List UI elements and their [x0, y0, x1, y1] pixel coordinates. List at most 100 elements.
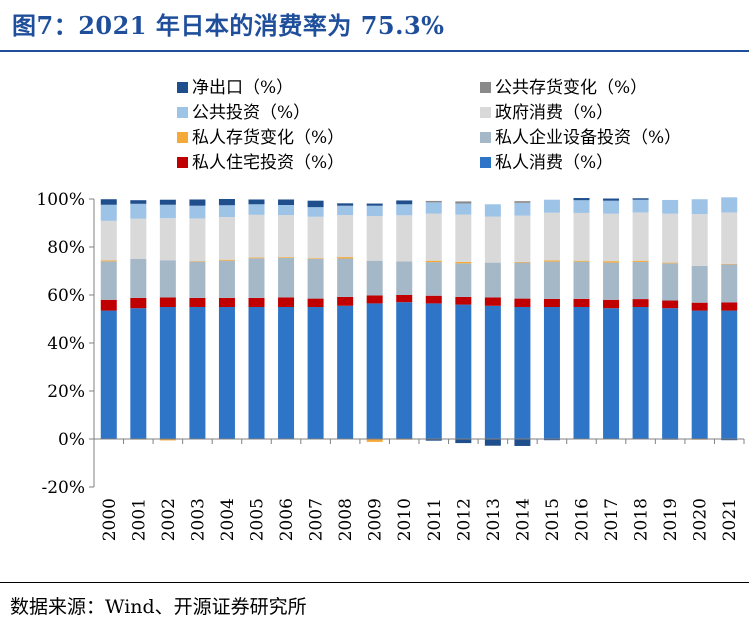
- bar-2014-series-5: [514, 202, 531, 216]
- legend-label-0: 净出口（%）: [192, 78, 293, 98]
- bar-2021-series-2: [721, 264, 738, 303]
- title-divider: [0, 50, 749, 52]
- bar-2016-series-0: [573, 307, 590, 439]
- bar-2013-series-2: [484, 262, 501, 298]
- bar-2005-series-1: [248, 297, 265, 307]
- bar-2021-series-7: [721, 439, 738, 441]
- bar-2018-series-7: [632, 198, 649, 200]
- source-note: 数据来源：Wind、开源证券研究所: [10, 596, 307, 618]
- bar-2017-series-4: [603, 213, 620, 262]
- bar-2012-series-0: [455, 304, 472, 439]
- bar-2005-series-7: [248, 199, 265, 205]
- bar-2004-series-7: [218, 199, 235, 206]
- bar-2008-series-3: [337, 257, 354, 259]
- bar-2014-series-2: [514, 262, 531, 299]
- bar-2020-series-2: [691, 265, 708, 303]
- bar-2012-series-2: [455, 263, 472, 297]
- chart-bars: [100, 197, 738, 446]
- bar-2012-series-1: [455, 296, 472, 305]
- bar-2006-series-1: [278, 297, 295, 307]
- x-tick-label-2015: 2015: [543, 498, 563, 541]
- figure-title: 图7：2021 年日本的消费率为 75.3%: [12, 11, 445, 40]
- bar-2009-series-2: [366, 260, 383, 296]
- bar-2006-series-0: [278, 307, 295, 439]
- bar-2003-series-0: [189, 307, 206, 439]
- x-tick-label-2018: 2018: [632, 498, 652, 541]
- bar-2007-series-5: [307, 207, 324, 217]
- x-tick-label-2020: 2020: [691, 498, 711, 541]
- x-tick-label-2019: 2019: [661, 498, 681, 541]
- bar-2008-series-5: [337, 205, 354, 216]
- bar-2007-series-0: [307, 307, 324, 439]
- bar-2011-series-0: [425, 303, 442, 439]
- bar-2006-series-4: [278, 215, 295, 258]
- legend-label-4: 私人存货变化（%）: [192, 128, 344, 148]
- bar-2000-series-2: [100, 261, 117, 300]
- x-tick-label-2006: 2006: [277, 498, 297, 541]
- x-tick-label-2012: 2012: [454, 498, 474, 541]
- bar-2003-series-7: [189, 199, 206, 206]
- bar-2000-series-4: [100, 220, 117, 261]
- bar-2001-series-4: [130, 218, 147, 259]
- bar-2016-series-3: [573, 260, 590, 262]
- x-tick-label-2007: 2007: [307, 498, 327, 541]
- bar-2011-series-2: [425, 262, 442, 296]
- legend-label-1: 公共存货变化（%）: [495, 78, 647, 98]
- bar-2007-series-3: [307, 258, 324, 259]
- bar-2017-series-0: [603, 308, 620, 439]
- bar-2017-series-5: [603, 200, 620, 214]
- x-tick-label-2013: 2013: [484, 498, 504, 541]
- bar-2014-series-7: [514, 439, 531, 446]
- legend-label-5: 私人企业设备投资（%）: [495, 128, 681, 148]
- bar-2007-series-7: [307, 200, 324, 208]
- bar-2019-series-5: [662, 199, 679, 214]
- bar-2009-series-7: [366, 203, 383, 206]
- legend-label-7: 私人消费（%）: [495, 153, 613, 173]
- y-tick-label-0: 100%: [36, 190, 85, 210]
- legend-swatch-7: [480, 157, 491, 168]
- x-tick-label-2011: 2011: [425, 498, 445, 541]
- bar-2011-series-1: [425, 295, 442, 304]
- legend-label-6: 私人住宅投资（%）: [192, 153, 344, 173]
- bar-2003-series-1: [189, 297, 206, 307]
- bar-2000-series-7: [100, 199, 117, 205]
- legend-swatch-4: [177, 132, 188, 143]
- bar-2003-series-4: [189, 218, 206, 262]
- bar-2009-series-1: [366, 295, 383, 304]
- y-tick-label-6: -20%: [41, 478, 85, 498]
- bar-2006-series-5: [278, 205, 295, 216]
- x-tick-label-2021: 2021: [720, 498, 740, 541]
- x-tick-label-2010: 2010: [395, 498, 415, 541]
- bar-2005-series-0: [248, 307, 265, 439]
- bar-2010-series-4: [396, 215, 413, 262]
- bar-2009-series-3: [366, 439, 383, 442]
- bar-2000-series-0: [100, 310, 117, 439]
- bar-2006-series-7: [278, 199, 295, 205]
- chart-axes: 100% 80% 60% 40% 20% 0% -20% 2000 2001 2002 2003 20…: [36, 190, 745, 541]
- bar-2020-series-5: [691, 199, 708, 215]
- x-tick-label-2003: 2003: [188, 498, 208, 541]
- bar-2020-series-0: [691, 310, 708, 439]
- bar-2008-series-7: [337, 203, 354, 206]
- bar-2008-series-2: [337, 258, 354, 297]
- footer-divider: [0, 582, 749, 583]
- y-tick-label-4: 20%: [47, 382, 85, 402]
- bar-2010-series-1: [396, 295, 413, 303]
- bar-2010-series-0: [396, 302, 413, 439]
- bar-2019-series-0: [662, 308, 679, 439]
- bar-2010-series-2: [396, 261, 413, 295]
- bar-2015-series-4: [543, 212, 560, 261]
- legend-swatch-5: [480, 132, 491, 143]
- bar-2016-series-4: [573, 212, 590, 261]
- bar-2015-series-3: [543, 260, 560, 262]
- bar-2010-series-5: [396, 204, 413, 216]
- bar-2004-series-1: [218, 297, 235, 307]
- bar-2002-series-5: [159, 204, 176, 219]
- bar-2017-series-2: [603, 262, 620, 300]
- bar-2016-series-2: [573, 261, 590, 299]
- bar-2021-series-3: [721, 263, 738, 265]
- bar-2013-series-1: [484, 297, 501, 306]
- bar-2011-series-5: [425, 202, 442, 214]
- bar-2001-series-2: [130, 259, 147, 298]
- bar-2009-series-4: [366, 216, 383, 261]
